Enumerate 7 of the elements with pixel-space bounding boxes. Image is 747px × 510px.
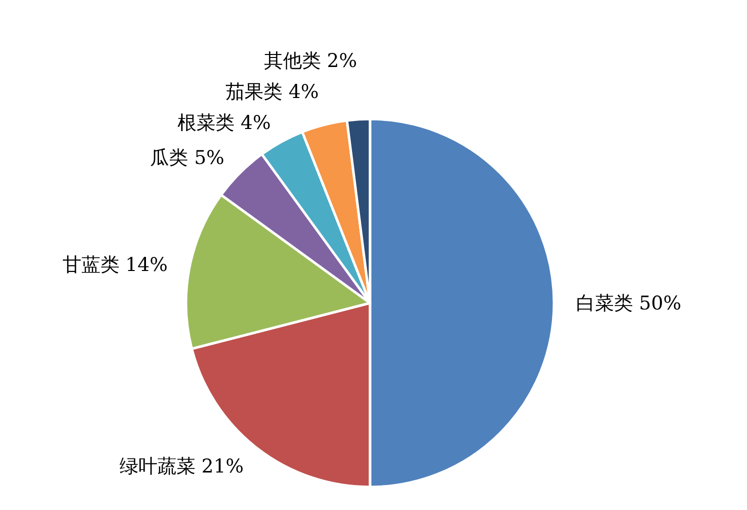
slice-label: 茄果类 4%	[226, 81, 319, 104]
slice-label: 绿叶蔬菜 21%	[119, 455, 244, 478]
slice-label: 甘蓝类 14%	[62, 254, 168, 276]
slice-label: 白菜类 50%	[576, 292, 682, 315]
slice-label: 其他类 2%	[264, 50, 358, 72]
slice-label: 根菜类 4%	[178, 112, 271, 134]
slice-label: 瓜类 5%	[150, 146, 224, 169]
